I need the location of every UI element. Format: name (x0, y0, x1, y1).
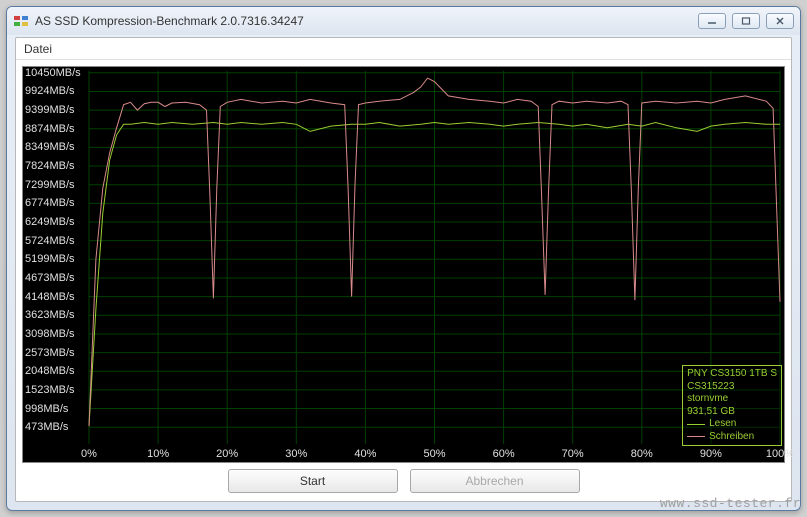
window-controls (698, 13, 794, 29)
y-axis-label: 998MB/s (25, 403, 68, 415)
y-axis-label: 3098MB/s (25, 328, 75, 340)
legend-read-swatch (687, 424, 705, 425)
y-axis-label: 7824MB/s (25, 160, 75, 172)
y-axis-label: 10450MB/s (25, 67, 81, 79)
minimize-button[interactable] (698, 13, 726, 29)
x-axis-label: 10% (147, 448, 169, 460)
y-axis-label: 4673MB/s (25, 272, 75, 284)
button-row: Start Abbrechen (16, 469, 791, 495)
legend-device-line2: CS315223 (687, 381, 777, 394)
menu-file[interactable]: Datei (24, 42, 52, 56)
y-axis-label: 8874MB/s (25, 123, 75, 135)
x-axis-label: 0% (81, 448, 97, 460)
x-axis-label: 20% (216, 448, 238, 460)
y-axis-label: 9924MB/s (25, 85, 75, 97)
app-icon (13, 13, 29, 29)
x-axis-label: 70% (562, 448, 584, 460)
legend-write-label: Schreiben (709, 431, 754, 444)
x-axis-label: 80% (631, 448, 653, 460)
x-axis-label: 50% (423, 448, 445, 460)
menubar: Datei (16, 38, 791, 60)
y-axis-label: 2048MB/s (25, 365, 75, 377)
y-axis-label: 2573MB/s (25, 347, 75, 359)
y-axis-label: 473MB/s (25, 421, 68, 433)
close-button[interactable] (766, 13, 794, 29)
y-axis-label: 6774MB/s (25, 197, 75, 209)
app-window: AS SSD Kompression-Benchmark 2.0.7316.34… (6, 6, 801, 511)
x-axis-label: 100% (766, 448, 794, 460)
legend-box: PNY CS3150 1TB S CS315223 stornvme 931,5… (682, 365, 782, 446)
legend-device-line3: stornvme (687, 393, 777, 406)
y-axis-label: 5724MB/s (25, 235, 75, 247)
legend-read-label: Lesen (709, 418, 736, 431)
abort-button[interactable]: Abbrechen (410, 469, 580, 493)
watermark: www.ssd-tester.fr (660, 496, 801, 511)
y-axis-label: 7299MB/s (25, 179, 75, 191)
titlebar[interactable]: AS SSD Kompression-Benchmark 2.0.7316.34… (7, 7, 800, 35)
x-axis-label: 60% (493, 448, 515, 460)
legend-device-line1: PNY CS3150 1TB S (687, 368, 777, 381)
x-axis-label: 30% (285, 448, 307, 460)
y-axis-label: 1523MB/s (25, 384, 75, 396)
legend-write-swatch (687, 436, 705, 437)
chart-canvas (23, 67, 784, 462)
start-button[interactable]: Start (228, 469, 398, 493)
y-axis-label: 6249MB/s (25, 216, 75, 228)
legend-read: Lesen (687, 418, 777, 431)
x-axis-label: 40% (354, 448, 376, 460)
window-title: AS SSD Kompression-Benchmark 2.0.7316.34… (35, 14, 698, 28)
client-area: Datei PNY CS3150 1TB S CS315223 stornvme… (15, 37, 792, 502)
legend-write: Schreiben (687, 431, 777, 444)
compression-chart: PNY CS3150 1TB S CS315223 stornvme 931,5… (22, 66, 785, 463)
y-axis-label: 9399MB/s (25, 104, 75, 116)
y-axis-label: 5199MB/s (25, 253, 75, 265)
y-axis-label: 4148MB/s (25, 291, 75, 303)
legend-device-line4: 931,51 GB (687, 406, 777, 419)
y-axis-label: 8349MB/s (25, 141, 75, 153)
x-axis-label: 90% (700, 448, 722, 460)
maximize-button[interactable] (732, 13, 760, 29)
y-axis-label: 3623MB/s (25, 309, 75, 321)
